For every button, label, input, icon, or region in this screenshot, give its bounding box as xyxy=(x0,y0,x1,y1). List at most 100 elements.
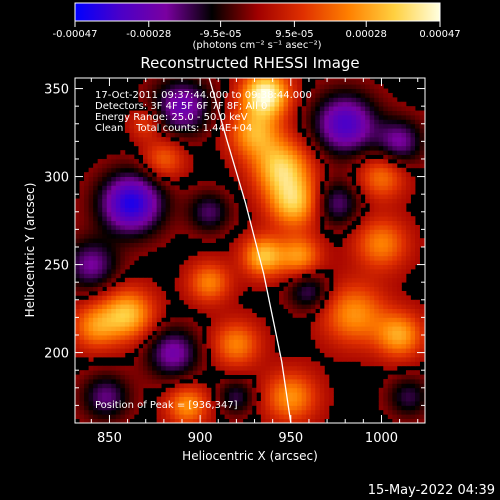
heatmap-cell xyxy=(179,356,185,362)
heatmap-cell xyxy=(396,211,402,217)
heatmap-cell xyxy=(93,268,99,274)
heatmap-cell xyxy=(351,101,357,107)
heatmap-cell xyxy=(220,286,226,292)
heatmap-cell xyxy=(351,233,357,239)
heatmap-cell xyxy=(147,211,153,217)
heatmap-cell xyxy=(387,405,393,411)
heatmap-cell xyxy=(333,255,339,261)
heatmap-cell xyxy=(93,378,99,384)
heatmap-cell xyxy=(229,141,235,147)
heatmap-cell xyxy=(265,202,271,208)
heatmap-cell xyxy=(292,150,298,155)
heatmap-cell xyxy=(319,401,325,406)
heatmap-cell xyxy=(401,396,407,402)
heatmap-cell xyxy=(102,224,108,230)
heatmap-cell xyxy=(292,224,298,230)
heatmap-cell xyxy=(410,189,416,195)
heatmap-cell xyxy=(97,163,103,169)
heatmap-cell xyxy=(288,123,294,129)
heatmap-cell xyxy=(111,414,117,419)
heatmap-cell xyxy=(301,356,307,362)
heatmap-cell xyxy=(283,101,289,107)
heatmap-cell xyxy=(224,268,230,274)
heatmap-cell xyxy=(328,220,334,226)
heatmap-cell xyxy=(342,304,348,309)
heatmap-cell xyxy=(133,123,139,129)
heatmap-cell xyxy=(251,264,257,270)
heatmap-cell xyxy=(79,392,85,397)
heatmap-cell xyxy=(365,194,371,199)
heatmap-cell xyxy=(365,304,371,309)
heatmap-cell xyxy=(188,277,194,283)
heatmap-cell xyxy=(161,348,167,353)
heatmap-cell xyxy=(365,220,371,226)
heatmap-cell xyxy=(79,418,85,423)
heatmap-cell xyxy=(301,123,307,129)
heatmap-cell xyxy=(328,132,334,138)
heatmap-cell xyxy=(306,268,312,274)
heatmap-cell xyxy=(356,246,362,252)
heatmap-cell xyxy=(174,145,180,151)
heatmap-cell xyxy=(306,286,312,292)
heatmap-cell xyxy=(301,167,307,173)
heatmap-cell xyxy=(324,101,330,107)
heatmap-cell xyxy=(415,405,420,411)
heatmap-cell xyxy=(220,343,226,349)
heatmap-cell xyxy=(138,238,144,243)
heatmap-cell xyxy=(197,211,203,217)
heatmap-cell xyxy=(319,110,325,116)
heatmap-cell xyxy=(283,238,289,243)
heatmap-cell xyxy=(301,141,307,147)
heatmap-cell xyxy=(156,150,162,155)
heatmap-cell xyxy=(387,194,393,199)
heatmap-cell xyxy=(342,207,348,213)
heatmap-cell xyxy=(75,330,80,336)
heatmap-cell xyxy=(274,92,280,98)
heatmap-cell xyxy=(392,387,398,393)
heatmap-cell xyxy=(269,110,275,116)
heatmap-cell xyxy=(147,352,153,358)
heatmap-cell xyxy=(238,356,244,362)
heatmap-cell xyxy=(319,387,325,393)
heatmap-cell xyxy=(197,251,203,257)
heatmap-cell xyxy=(251,229,257,235)
heatmap-cell xyxy=(115,233,121,239)
heatmap-cell xyxy=(256,321,262,327)
heatmap-cell xyxy=(405,158,411,164)
heatmap-cell xyxy=(297,167,303,173)
heatmap-cell xyxy=(201,299,207,305)
heatmap-cell xyxy=(143,317,148,323)
heatmap-cell xyxy=(247,220,253,226)
heatmap-cell xyxy=(283,158,289,164)
heatmap-cell xyxy=(306,233,312,239)
heatmap-cell xyxy=(161,163,167,169)
heatmap-cell xyxy=(324,123,330,129)
heatmap-cell xyxy=(351,268,357,274)
heatmap-cell xyxy=(283,418,289,423)
heatmap-cell xyxy=(251,110,257,116)
heatmap-cell xyxy=(156,132,162,138)
heatmap-cell xyxy=(392,409,398,415)
heatmap-cell xyxy=(365,92,371,98)
heatmap-cell xyxy=(347,202,352,208)
heatmap-cell xyxy=(97,167,103,173)
heatmap-cell xyxy=(369,286,375,292)
heatmap-cell xyxy=(260,123,266,129)
heatmap-cell xyxy=(147,233,153,239)
heatmap-cell xyxy=(310,378,316,384)
heatmap-cell xyxy=(129,405,135,411)
heatmap-cell xyxy=(220,189,226,195)
heatmap-cell xyxy=(333,229,339,235)
heatmap-cell xyxy=(297,392,303,397)
heatmap-cell xyxy=(247,356,253,362)
heatmap-cell xyxy=(152,158,157,164)
heatmap-cell xyxy=(387,167,393,173)
heatmap-cell xyxy=(115,409,121,415)
heatmap-cell xyxy=(260,387,266,393)
heatmap-cell xyxy=(419,158,425,164)
heatmap-cell xyxy=(183,286,189,292)
heatmap-cell xyxy=(347,79,352,85)
heatmap-cell xyxy=(215,392,221,397)
heatmap-cell xyxy=(256,189,262,195)
heatmap-cell xyxy=(315,207,321,213)
